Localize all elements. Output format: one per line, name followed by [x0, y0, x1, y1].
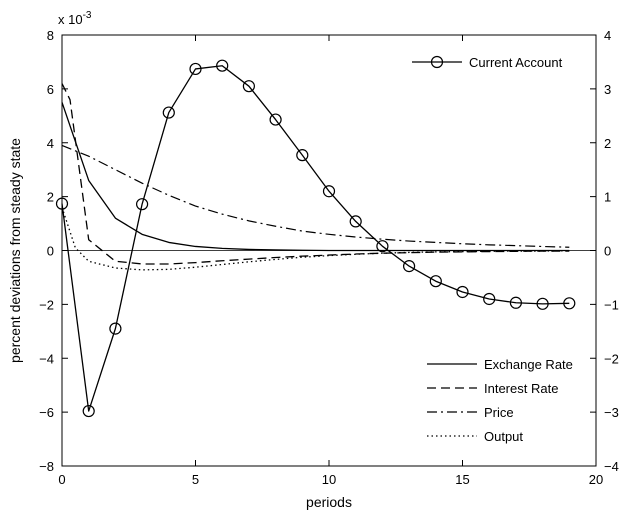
- series-point-current-account: [269, 113, 282, 126]
- x-axis-label: periods: [306, 494, 352, 510]
- series-line-interest-rate: [61, 83, 570, 265]
- series-line-output: [61, 207, 570, 271]
- y-tick-label-left: −8: [39, 459, 54, 474]
- x-tick-label: 5: [192, 472, 199, 487]
- series-point-current-account: [189, 62, 202, 76]
- y-axis-label: percent deviations from steady state: [7, 138, 23, 363]
- y-tick-label-left: 2: [47, 190, 54, 205]
- series-point-current-account: [376, 240, 389, 253]
- legend-label-interest-rate: Interest Rate: [484, 381, 558, 396]
- series-line-price: [61, 144, 570, 248]
- y-tick-label-right: −4: [604, 459, 619, 474]
- series-point-current-account: [296, 149, 309, 162]
- series-point-current-account: [456, 285, 469, 299]
- y-tick-label-right: −3: [604, 405, 619, 420]
- y-tick-label-right: 0: [604, 244, 611, 259]
- x-tick-label: 15: [455, 472, 469, 487]
- series-line-current-account: [61, 65, 570, 412]
- series-point-current-account: [509, 296, 523, 309]
- series-point-current-account: [109, 322, 122, 335]
- y-tick-label-right: 4: [604, 28, 611, 43]
- y-tick-label-left: 6: [47, 82, 54, 97]
- series-point-current-account: [563, 297, 576, 310]
- series-point-current-account: [242, 80, 255, 93]
- y-exponent-label: x 10-3: [58, 10, 92, 27]
- y-tick-label-right: 2: [604, 136, 611, 151]
- series-point-current-account: [536, 297, 549, 310]
- x-tick-label: 20: [589, 472, 603, 487]
- series-point-current-account: [349, 215, 362, 228]
- x-tick-label: 0: [58, 472, 65, 487]
- x-tick-label: 10: [322, 472, 336, 487]
- y-tick-label-left: 8: [47, 28, 54, 43]
- y-tick-label-right: −1: [604, 297, 619, 312]
- legend-label-current-account: Current Account: [469, 55, 563, 70]
- series-line-exchange-rate: [61, 102, 570, 252]
- y-tick-label-right: −2: [604, 351, 619, 366]
- y-tick-label-left: 4: [47, 136, 54, 151]
- y-tick-label-right: 1: [604, 190, 611, 205]
- series-point-current-account: [403, 260, 416, 273]
- legend-label-exchange-rate: Exchange Rate: [484, 357, 573, 372]
- legend-label-price: Price: [484, 405, 514, 420]
- y-tick-label-left: −6: [39, 405, 54, 420]
- y-tick-label-left: −4: [39, 351, 54, 366]
- y-tick-label-left: −2: [39, 297, 54, 312]
- y-tick-label-left: 0: [47, 244, 54, 259]
- y-exponent-power: -3: [83, 10, 92, 21]
- legend-label-output: Output: [484, 429, 523, 444]
- legend-marker-current-account: [430, 55, 444, 69]
- series-point-current-account: [483, 292, 496, 306]
- series-point-current-account: [82, 404, 95, 418]
- series-point-current-account: [429, 275, 442, 288]
- y-tick-label-right: 3: [604, 82, 611, 97]
- series-point-current-account: [136, 198, 149, 211]
- series-point-current-account: [162, 106, 175, 119]
- series-point-current-account: [216, 59, 229, 72]
- series-point-current-account: [322, 185, 336, 198]
